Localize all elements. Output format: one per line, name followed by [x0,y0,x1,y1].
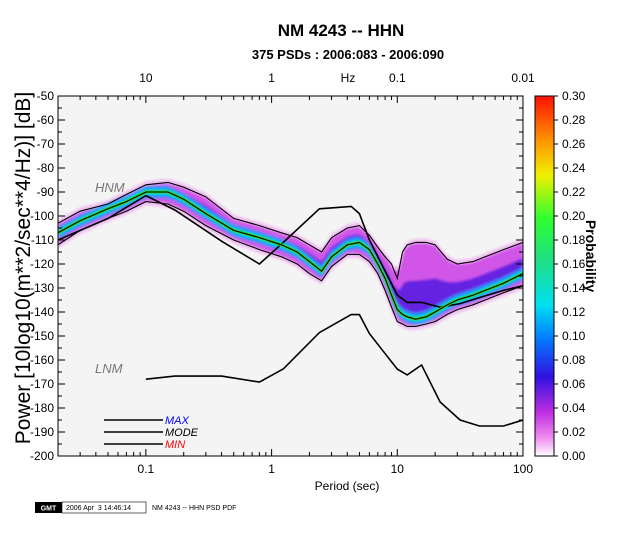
timestamp-box [61,501,147,514]
top-tick-label: 10 [139,71,153,85]
x-axis-label: Period (sec) [315,479,380,493]
colorbar-tick-label: 0.04 [562,401,586,415]
y-tick-label: -100 [30,209,54,223]
gmt-logo-box [35,502,62,513]
colorbar-label: Probability [583,220,599,293]
y-tick-label: -60 [37,113,55,127]
min-line [58,201,523,327]
top-tick-label: 0.01 [511,71,535,85]
y-axis-label: Power [10log10(m**2/sec**4/Hz)] [dB] [12,92,35,445]
y-tick-label: -150 [30,329,54,343]
chart-title: NM 4243 -- HHN [278,21,405,40]
colorbar-tick-label: 0.14 [562,281,586,295]
x-tick-label: 0.1 [138,462,155,476]
lnm-model-line [145,313,523,427]
footer: GMT 2006 Apr 3 14:46:14 NM 4243 -- HHN P… [35,501,236,514]
x-tick-label: 100 [513,462,533,476]
y-tick-label: -170 [30,377,54,391]
top-tick-label: 1 [268,71,275,85]
y-tick-label: -140 [30,305,54,319]
colorbar-tick-label: 0.06 [562,377,586,391]
colorbar-tick-label: 0.00 [562,449,586,463]
pdf-density [58,179,523,330]
y-axis: -50 -60 -70 -80 -90 -100 -110 -120 -130 -140 -150 -… [30,89,523,463]
y-tick-label: -70 [37,137,55,151]
top-frequency-axis: 10 1 0.1 0.01 [139,71,535,85]
x-tick-label: 10 [391,462,405,476]
colorbar-tick-label: 0.20 [562,209,586,223]
colorbar-tick-label: 0.16 [562,257,586,271]
hnm-model-line [58,194,523,309]
colorbar [534,95,555,457]
top-axis-label: Hz [341,71,356,85]
colorbar-tick-label: 0.08 [562,353,586,367]
y-tick-label: -90 [37,185,55,199]
max-line [58,181,523,281]
y-tick-label: -120 [30,257,54,271]
colorbar-ticks: 0.00 0.02 0.04 0.06 0.08 0.10 0.12 0.14 0.16 0.18… [554,89,586,463]
legend-label-mode: MODE [165,427,199,439]
noise-models [58,194,523,427]
mode-line [58,191,523,320]
density-band-2 [58,187,523,323]
colorbar-tick-label: 0.18 [562,233,586,247]
y-tick-label: -200 [30,449,54,463]
x-axis: 0.1 1 10 100 [57,96,533,476]
chart-subtitle: 375 PSDs : 2006:083 - 2006:090 [252,47,444,62]
x-tick-label: 1 [268,462,275,476]
lnm-label: LNM [95,361,123,376]
legend-label-min: MIN [165,439,185,451]
colorbar-tick-label: 0.28 [562,113,586,127]
colorbar-tick-label: 0.22 [562,185,586,199]
colorbar-tick-label: 0.24 [562,161,586,175]
legend-label-max: MAX [165,415,190,427]
statistic-lines [58,181,523,327]
colorbar-tick-label: 0.12 [562,305,586,319]
y-tick-label: -180 [30,401,54,415]
y-tick-label: -160 [30,353,54,367]
colorbar-tick-label: 0.10 [562,329,586,343]
footer-caption: NM 4243 -- HHN PSD PDF [152,505,236,512]
y-tick-label: -110 [31,233,54,247]
hnm-label: HNM [95,180,125,195]
y-tick-label: -50 [37,89,55,103]
y-tick-label: -190 [30,425,54,439]
legend: MAX MODE MIN [104,415,199,451]
colorbar-tick-label: 0.02 [562,425,586,439]
colorbar-tick-label: 0.30 [562,89,586,103]
footer-timestamp: 2006 Apr 3 14:46:14 [66,505,131,512]
y-tick-label: -80 [37,161,55,175]
gmt-logo: GMT [41,506,57,513]
top-tick-label: 0.1 [389,71,406,85]
colorbar-tick-label: 0.26 [562,137,586,151]
y-tick-label: -130 [30,281,54,295]
